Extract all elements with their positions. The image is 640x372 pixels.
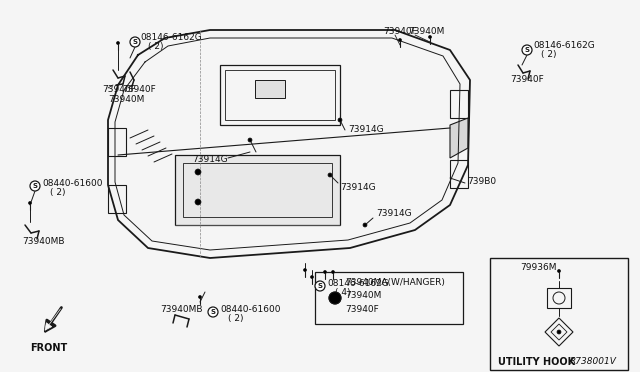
- Circle shape: [363, 223, 367, 227]
- Text: 73940MB: 73940MB: [160, 305, 202, 314]
- Text: ( 2): ( 2): [50, 187, 65, 196]
- Circle shape: [399, 38, 401, 42]
- Bar: [255, 80, 285, 98]
- Text: R738001V: R738001V: [570, 357, 617, 366]
- Bar: [108, 128, 126, 156]
- Bar: [175, 155, 340, 225]
- Text: 73940M: 73940M: [108, 96, 145, 105]
- Bar: [220, 65, 340, 125]
- Text: 08440-61600: 08440-61600: [220, 305, 280, 314]
- Circle shape: [195, 169, 201, 175]
- Text: 73940F: 73940F: [102, 86, 136, 94]
- Text: 73940F: 73940F: [383, 28, 417, 36]
- Text: ( 2): ( 2): [541, 51, 557, 60]
- Bar: [450, 90, 468, 118]
- Text: UTILITY HOOK: UTILITY HOOK: [498, 357, 575, 367]
- Text: ( 2): ( 2): [148, 42, 163, 51]
- Text: 73940M: 73940M: [345, 292, 381, 301]
- Circle shape: [315, 281, 325, 291]
- Text: 08146-6162G: 08146-6162G: [327, 279, 388, 288]
- Circle shape: [329, 292, 341, 304]
- Circle shape: [30, 181, 40, 191]
- Circle shape: [198, 295, 202, 298]
- Text: S: S: [33, 183, 38, 189]
- Bar: [547, 288, 571, 308]
- Text: 79936M: 79936M: [520, 263, 557, 273]
- Circle shape: [248, 138, 252, 142]
- Polygon shape: [450, 118, 468, 158]
- Circle shape: [310, 276, 314, 279]
- Text: 73914G: 73914G: [348, 125, 383, 135]
- Bar: [315, 272, 463, 324]
- Text: 73940MB: 73940MB: [22, 237, 65, 247]
- Text: 739B0: 739B0: [467, 176, 496, 186]
- Text: S: S: [211, 309, 216, 315]
- Text: 73914G: 73914G: [340, 183, 376, 192]
- Text: S: S: [317, 283, 323, 289]
- Circle shape: [328, 173, 332, 177]
- Circle shape: [195, 199, 201, 205]
- Text: ( 2): ( 2): [228, 314, 243, 323]
- Circle shape: [303, 269, 307, 272]
- Bar: [490, 258, 628, 370]
- Text: 08146-6162G: 08146-6162G: [533, 42, 595, 51]
- Circle shape: [557, 330, 561, 334]
- Circle shape: [29, 202, 31, 205]
- Text: 08146-6162G: 08146-6162G: [140, 33, 202, 42]
- Circle shape: [338, 118, 342, 122]
- Text: 73940F: 73940F: [122, 86, 156, 94]
- Circle shape: [208, 307, 218, 317]
- Text: S: S: [525, 47, 529, 53]
- Text: 73940MA(W/HANGER): 73940MA(W/HANGER): [345, 278, 445, 286]
- Text: 73914G: 73914G: [192, 155, 228, 164]
- Circle shape: [332, 270, 335, 273]
- Text: 73914G: 73914G: [376, 209, 412, 218]
- Circle shape: [116, 42, 120, 45]
- Bar: [108, 185, 126, 213]
- Circle shape: [130, 37, 140, 47]
- Text: S: S: [132, 39, 138, 45]
- Bar: [183, 163, 332, 217]
- Circle shape: [557, 269, 561, 273]
- Bar: [450, 160, 468, 188]
- Circle shape: [429, 35, 431, 38]
- Bar: [225, 70, 335, 120]
- Text: ( 4): ( 4): [335, 288, 351, 296]
- Text: FRONT: FRONT: [30, 343, 67, 353]
- Text: 08440-61600: 08440-61600: [42, 179, 102, 187]
- Text: 73940F: 73940F: [510, 76, 544, 84]
- Circle shape: [323, 270, 326, 273]
- Text: 73940M: 73940M: [408, 28, 444, 36]
- Text: 73940F: 73940F: [345, 305, 379, 314]
- Circle shape: [522, 45, 532, 55]
